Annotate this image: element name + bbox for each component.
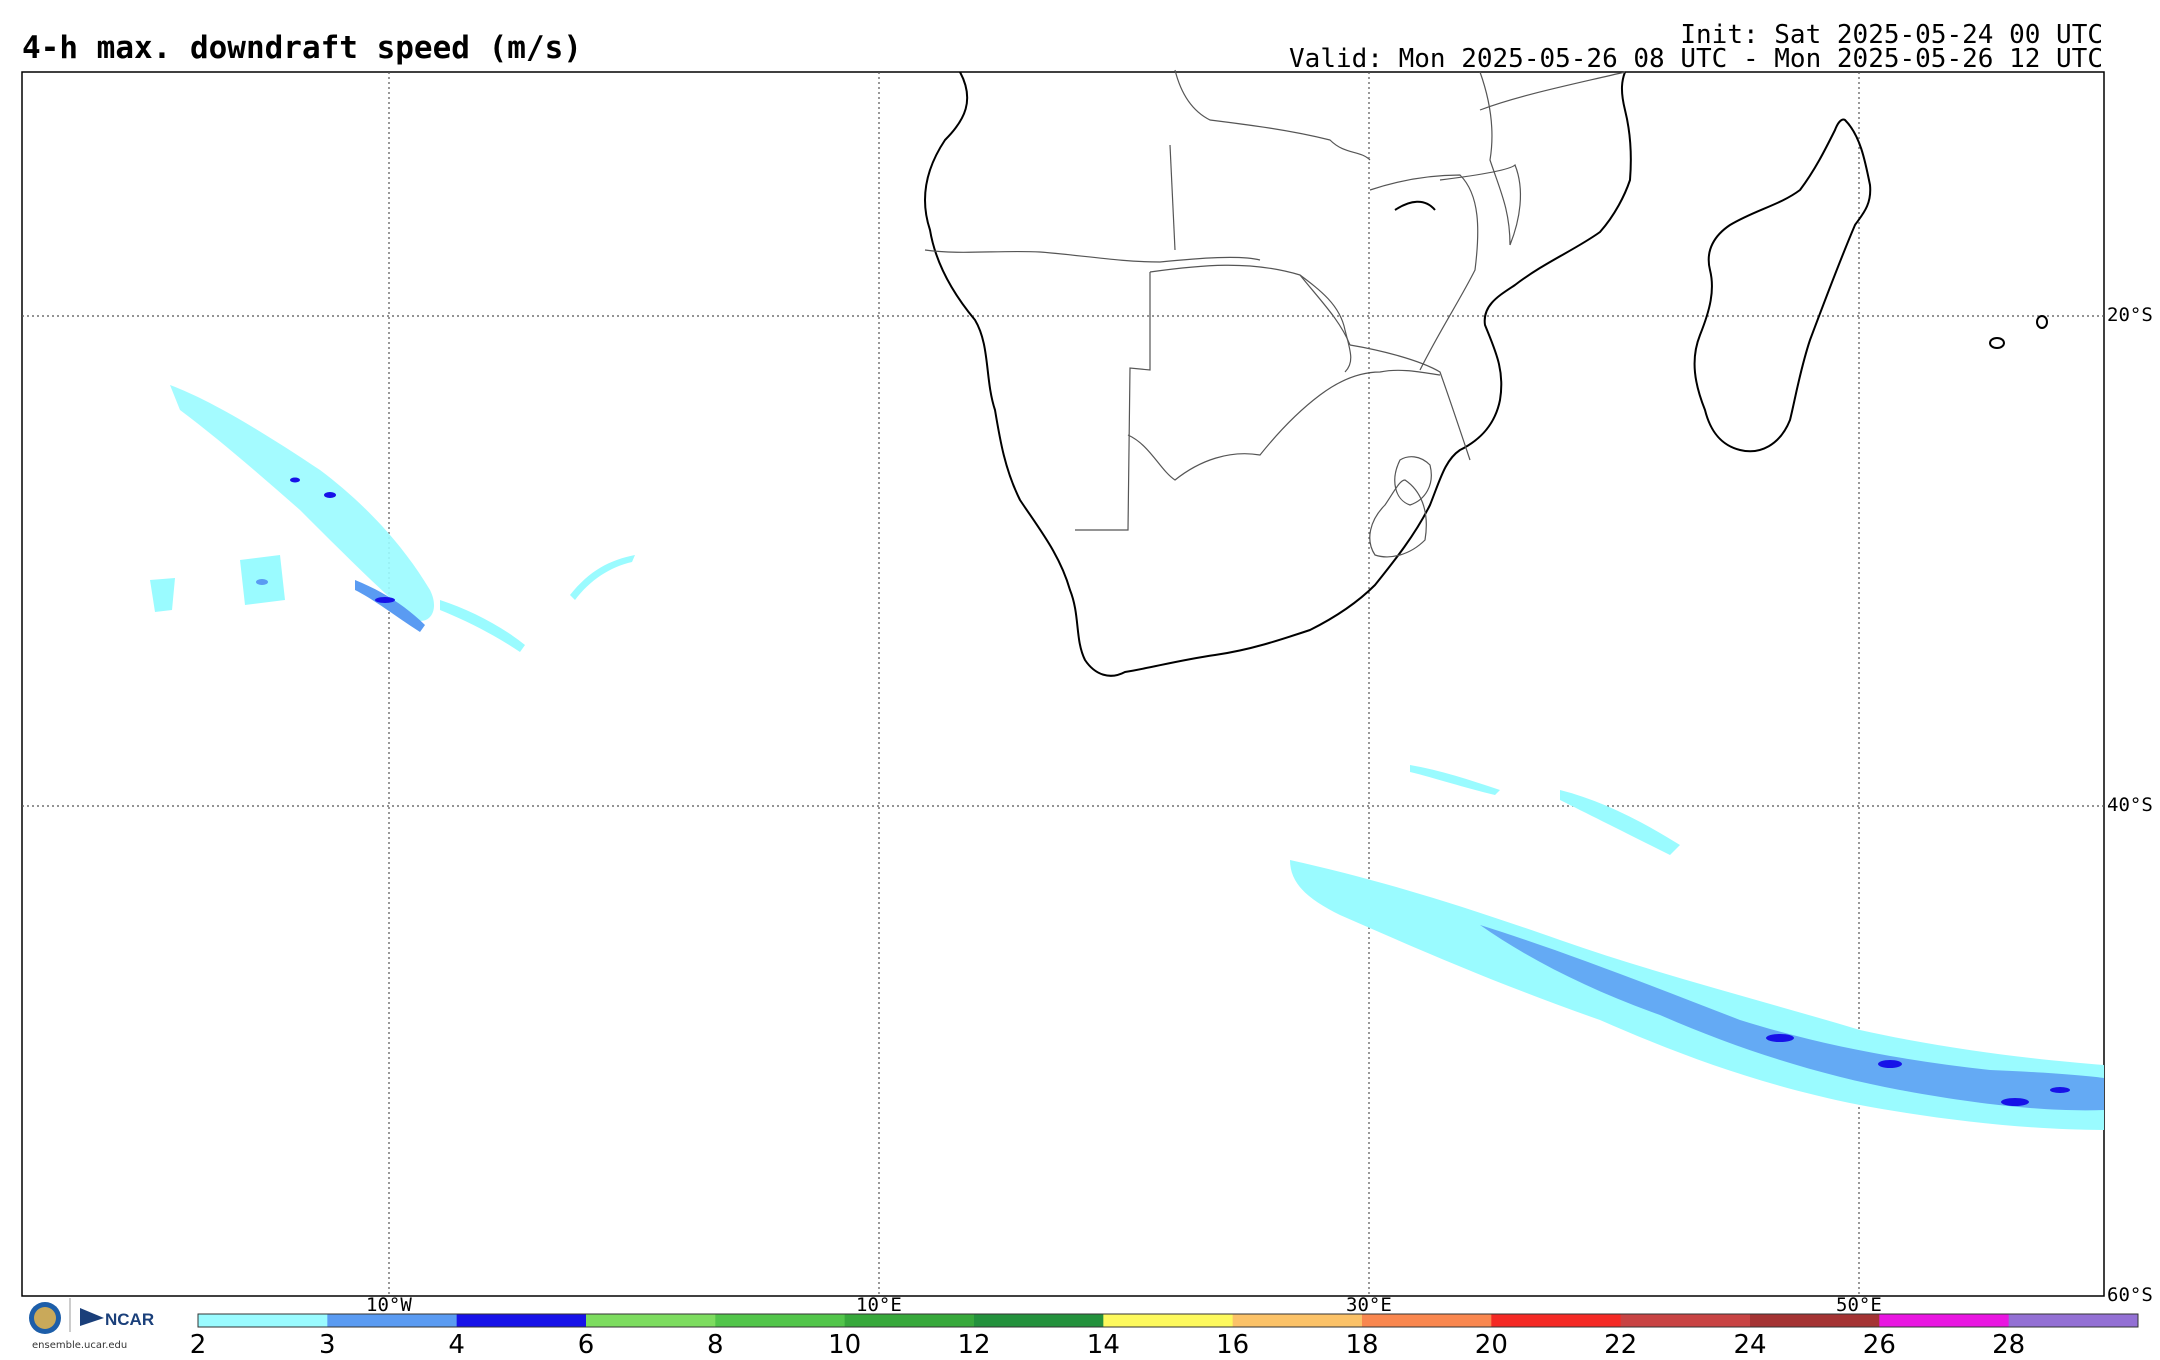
colorbar-tick-label: 18: [1345, 1330, 1379, 1360]
downdraft-core-1: [1766, 1034, 1794, 1042]
colorbar-swatch-6: [974, 1314, 1104, 1327]
colorbar-tick-label: 12: [957, 1330, 991, 1360]
colorbar-swatch-12: [1750, 1314, 1880, 1327]
coastline: [924, 71, 2048, 677]
colorbar-tick-label: 2: [189, 1330, 207, 1360]
country-borders: [924, 69, 1626, 558]
map-title: 4-h max. downdraft speed (m/s): [22, 30, 582, 66]
graticule: [22, 72, 2104, 1296]
colorbar: [197, 1313, 2139, 1328]
colorbar-tick-label: 4: [448, 1330, 465, 1360]
colorbar-swatch-2: [456, 1314, 587, 1327]
colorbar-tick-label: 8: [707, 1330, 724, 1360]
downdraft-core-5: [375, 597, 395, 603]
lat-label-60s: 60°S: [2107, 1284, 2153, 1306]
colorbar-swatch-3: [586, 1314, 716, 1327]
madagascar-coast: [1693, 118, 1872, 453]
colorbar-swatch-8: [1232, 1314, 1363, 1327]
colorbar-tick-label: 24: [1733, 1330, 1767, 1360]
colorbar-swatch-4: [715, 1314, 846, 1327]
lon-label-50e: 50°E: [1836, 1294, 1882, 1316]
downdraft-core-4: [2050, 1087, 2070, 1093]
map-frame: [21, 71, 2105, 1297]
lat-label-40s: 40°S: [2107, 794, 2153, 816]
colorbar-swatch-0: [198, 1314, 328, 1327]
colorbar-tick-label: 6: [577, 1330, 595, 1360]
downdraft-core-6: [324, 492, 336, 498]
lon-label-30e: 30°E: [1346, 1294, 1392, 1316]
nsf-logo: [29, 1298, 104, 1334]
reunion-outline: [2036, 315, 2048, 329]
ncar-logo-mark: [80, 1308, 104, 1326]
downdraft-core-2: [1878, 1060, 1902, 1068]
colorbar-swatch-9: [1362, 1314, 1492, 1327]
colorbar-tick-label: 16: [1216, 1330, 1250, 1360]
lake-victoria-edge: [1394, 200, 1436, 211]
colorbar-swatch-11: [1620, 1314, 1751, 1327]
colorbar-tick-label: 28: [1992, 1330, 2026, 1360]
colorbar-tick-label: 22: [1604, 1330, 1638, 1360]
africa-west-coast: [924, 71, 1632, 677]
colorbar-tick-label: 14: [1086, 1330, 1120, 1360]
colorbar-swatch-5: [844, 1314, 975, 1327]
lon-label-10e: 10°E: [856, 1294, 902, 1316]
colorbar-tick-label: 3: [319, 1330, 336, 1360]
colorbar-tick-label: 26: [1862, 1330, 1896, 1360]
downdraft-field-south: [1290, 765, 2104, 1130]
downdraft-core-7: [290, 477, 300, 483]
colorbar-outline: [197, 1313, 2139, 1328]
mauritius-outline: [1989, 337, 2005, 349]
ncar-logo-text: NCAR: [105, 1310, 155, 1329]
downdraft-core-3: [2001, 1098, 2029, 1106]
colorbar-swatch-14: [2008, 1314, 2139, 1327]
colorbar-tick-label: 10: [828, 1330, 862, 1360]
init-time: Init: Sat 2025-05-24 00 UTC: [1680, 20, 2103, 50]
lat-label-20s: 20°S: [2107, 304, 2153, 326]
downdraft-field-west: [150, 385, 635, 652]
colorbar-swatch-7: [1103, 1314, 1234, 1327]
lon-label-10w: 10°W: [366, 1294, 412, 1316]
colorbar-swatch-1: [327, 1314, 458, 1327]
colorbar-tick-label: 20: [1474, 1330, 1508, 1360]
colorbar-swatch-13: [1879, 1314, 2010, 1327]
colorbar-swatch-10: [1491, 1314, 1622, 1327]
ensemble-url: ensemble.ucar.edu: [32, 1340, 128, 1351]
valid-time: Valid: Mon 2025-05-26 08 UTC - Mon 2025-…: [1289, 44, 2103, 74]
